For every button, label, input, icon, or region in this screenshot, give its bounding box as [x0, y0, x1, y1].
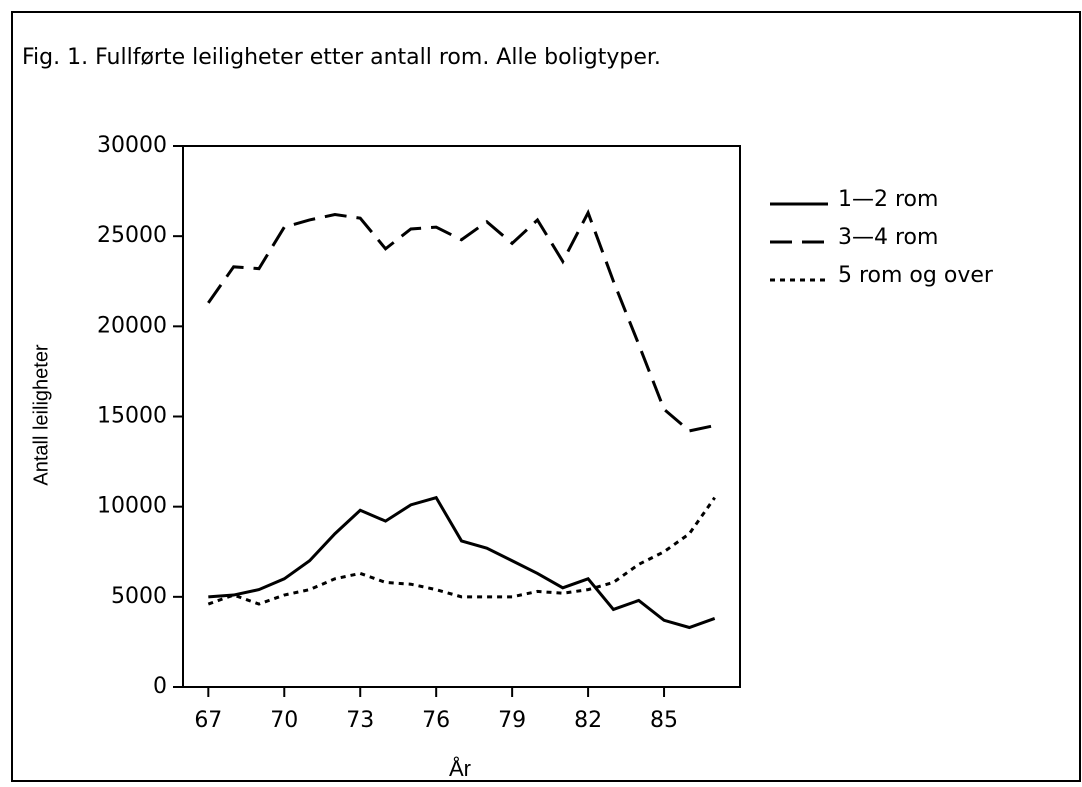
y-tick-label: 5000 [111, 584, 167, 609]
x-tick-label: 82 [574, 708, 602, 733]
plot-frame [182, 145, 741, 688]
series-line [207, 496, 716, 606]
series-line [207, 209, 715, 433]
y-axis-label: Antall leiligheter [30, 344, 52, 486]
y-tick-label: 10000 [97, 494, 167, 519]
x-tick-label: 70 [270, 708, 298, 733]
x-tick-label: 67 [194, 708, 222, 733]
x-tick-label: 79 [498, 708, 526, 733]
legend-label: 1—2 rom [838, 187, 938, 212]
y-tick-label: 15000 [97, 404, 167, 429]
series-line [208, 495, 716, 630]
chart-title: Fig. 1. Fullførte leiligheter etter anta… [22, 45, 661, 70]
y-tick-label: 0 [153, 674, 167, 699]
y-tick-label: 25000 [97, 223, 167, 248]
legend-label: 5 rom og over [838, 263, 994, 288]
y-tick-label: 20000 [97, 313, 167, 338]
y-tick-label: 30000 [97, 133, 167, 158]
figure-frame [11, 11, 1081, 782]
legend-label: 3—4 rom [838, 225, 938, 250]
x-tick-label: 76 [422, 708, 450, 733]
x-axis-label: År [449, 756, 471, 781]
x-tick-label: 73 [346, 708, 374, 733]
x-tick-label: 85 [650, 708, 678, 733]
